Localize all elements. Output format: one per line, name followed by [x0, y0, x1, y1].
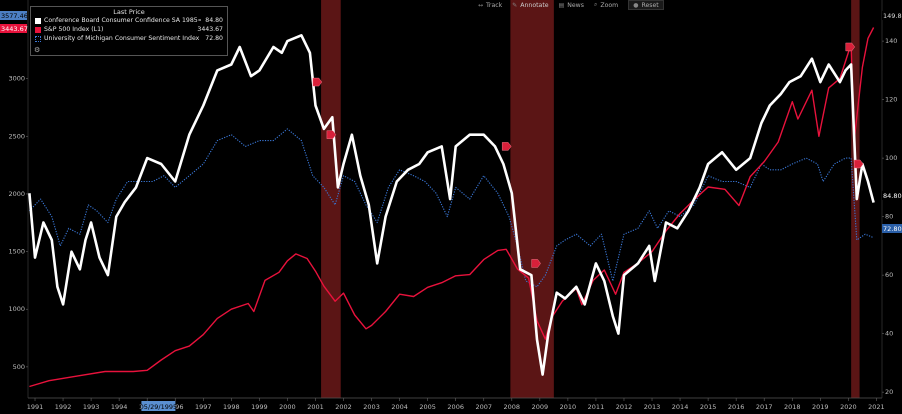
legend-header: Last Price: [113, 8, 145, 16]
x-tick-label: 1998: [223, 403, 240, 411]
recession-band: [510, 0, 554, 398]
legend-row-conference-board[interactable]: Conference Board Consumer Confidence SA …: [31, 16, 227, 25]
annotation-marker: [312, 77, 323, 87]
right-tick-label: 100: [885, 154, 897, 162]
x-tick-label: 2004: [391, 403, 408, 411]
left-last-label-box: [0, 24, 27, 33]
x-tick-label: 2015: [700, 403, 717, 411]
track-button[interactable]: ↔ Track: [478, 1, 503, 9]
left-tick-label: 2000: [8, 190, 25, 198]
x-tick-label: 2018: [784, 403, 801, 411]
x-tick-label: 2009: [532, 403, 549, 411]
x-highlight-box: [141, 401, 176, 411]
x-tick-label: 2010: [560, 403, 577, 411]
x-tick-label: 1997: [195, 403, 212, 411]
right-tick-label: 120: [885, 96, 897, 104]
left-tick-label: 1500: [8, 248, 25, 256]
x-tick-label: 1991: [27, 403, 44, 411]
legend-series-name: University of Michigan Consumer Sentimen…: [44, 35, 200, 42]
x-tick-label: 2021: [868, 403, 885, 411]
right-top-label-box: [882, 11, 902, 20]
legend-series-value: 72.80: [205, 35, 223, 42]
right-top-label: 149.80: [883, 12, 902, 20]
reset-icon: ●: [633, 1, 639, 9]
zoom-icon: ⌕: [593, 1, 598, 8]
x-tick-label: 2011: [588, 403, 605, 411]
x-tick-label: 2006: [447, 403, 464, 411]
series-line-umich: [29, 128, 874, 288]
legend-swatch: [35, 26, 41, 33]
x-tick-label: 2000: [279, 403, 296, 411]
annotate-button[interactable]: ✎ Annotate: [512, 1, 549, 9]
legend-series-value: 84.80: [205, 17, 223, 24]
x-tick-label: 2003: [363, 403, 380, 411]
left-tick-label: 1000: [8, 305, 25, 313]
legend-swatch: [35, 17, 41, 24]
reset-button[interactable]: ● Reset: [628, 0, 664, 10]
right-tick-label: 20: [885, 388, 893, 396]
legend-series-name: S&P 500 Index (L1): [44, 26, 104, 33]
annotation-marker: [845, 42, 855, 52]
right-last-label-cb: 84.80: [883, 192, 902, 200]
x-tick-label: 2001: [307, 403, 324, 411]
annotation-marker: [501, 142, 512, 151]
annotation-marker: [853, 159, 864, 169]
right-tick-label: 40: [885, 330, 893, 338]
x-tick-label: 2017: [756, 403, 773, 411]
x-highlight-label: 05/29/1995: [140, 403, 177, 411]
x-tick-label: 1999: [251, 403, 268, 411]
left-top-label-box: [0, 11, 27, 20]
chart-legend: Last Price Conference Board Consumer Con…: [30, 6, 228, 56]
left-top-label: 3577.46: [1, 12, 28, 20]
legend-row-sp500[interactable]: S&P 500 Index (L1) 3443.67: [31, 25, 227, 34]
news-icon: ▤: [558, 1, 565, 9]
annotate-icon: ✎: [512, 1, 518, 9]
zoom-button[interactable]: ⌕ Zoom: [593, 1, 619, 9]
left-tick-label: 3000: [8, 75, 25, 83]
x-tick-label: 2008: [504, 403, 521, 411]
x-tick-label: 1994: [111, 403, 128, 411]
right-tick-label: 140: [885, 37, 897, 45]
chart-toolbar: ↔ Track ✎ Annotate ▤ News ⌕ Zoom ● Reset: [478, 0, 674, 10]
legend-series-name: Conference Board Consumer Confidence SA …: [44, 17, 202, 24]
series-line-sp500: [29, 27, 875, 388]
recession-band: [851, 0, 860, 398]
x-tick-label: 2013: [644, 403, 661, 411]
annotation-marker: [531, 259, 541, 268]
left-tick-label: 2500: [8, 132, 25, 140]
settings-gear-icon[interactable]: ⚙: [34, 46, 41, 54]
right-last-label-umich: 72.80: [883, 225, 902, 233]
legend-row-umich[interactable]: University of Michigan Consumer Sentimen…: [31, 34, 227, 43]
legend-swatch: [35, 35, 41, 42]
x-tick-label: 1993: [83, 403, 100, 411]
x-tick-label: 2007: [475, 403, 492, 411]
recession-band: [321, 0, 341, 398]
x-tick-label: 2019: [812, 403, 829, 411]
series-line-conference-board: [28, 34, 875, 376]
x-tick-label: 2012: [616, 403, 633, 411]
right-last-label-cb-box: [882, 191, 902, 200]
legend-series-value: 3443.67: [197, 26, 223, 33]
annotation-marker: [326, 130, 337, 139]
x-tick-label: 1992: [55, 403, 72, 411]
right-tick-label: 80: [885, 213, 893, 221]
x-tick-label: 2014: [672, 403, 689, 411]
news-button[interactable]: ▤ News: [558, 1, 584, 9]
x-tick-label: 2020: [840, 403, 857, 411]
x-tick-label: 2002: [335, 403, 352, 411]
x-tick-label: 2016: [728, 403, 745, 411]
right-last-label-umich-box: [882, 224, 902, 233]
right-tick-label: 60: [885, 271, 893, 279]
track-icon: ↔: [478, 1, 484, 9]
x-tick-label: 2005: [419, 403, 436, 411]
left-tick-label: 500: [13, 363, 25, 371]
left-last-label: 3443.67: [1, 25, 28, 33]
